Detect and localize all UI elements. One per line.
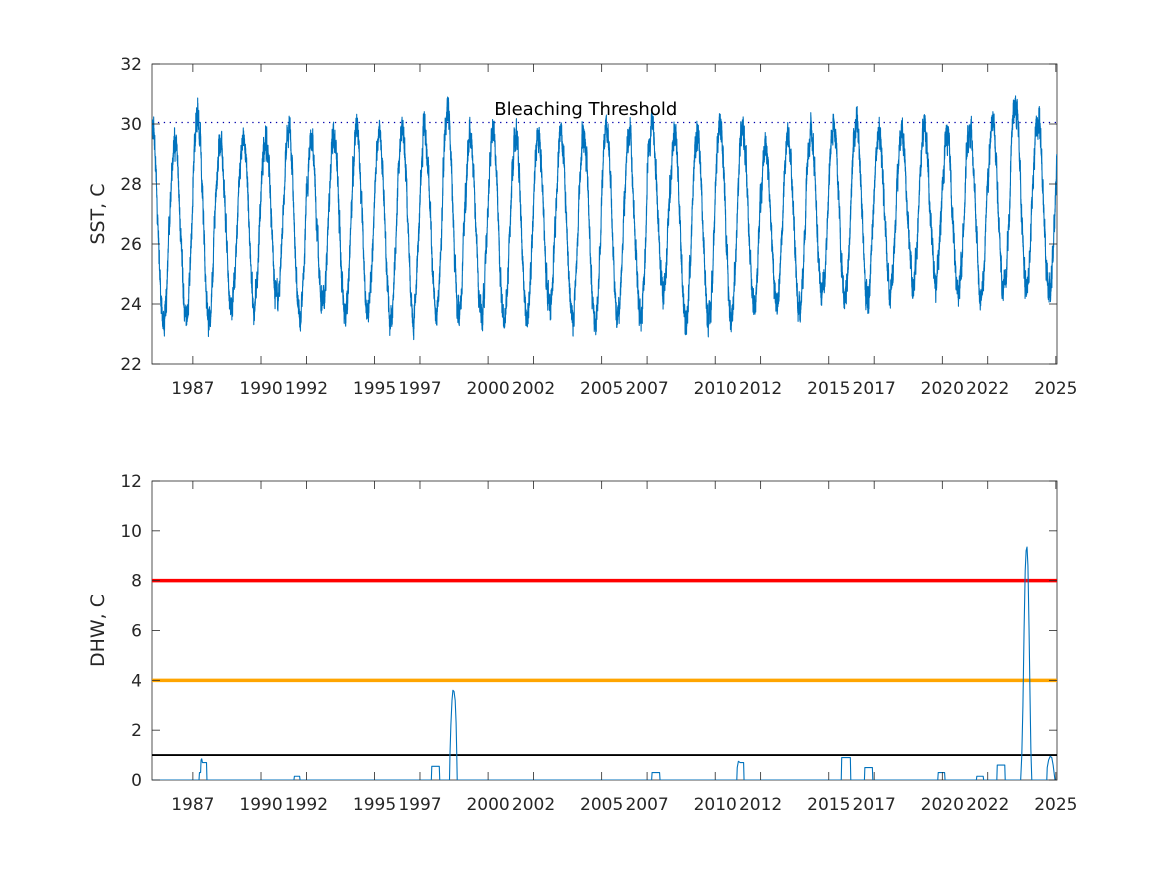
dhw-y-tick-label-1: 2	[131, 721, 142, 741]
sst-x-tick-label-0: 1987	[171, 379, 214, 399]
dhw-y-tick-label-4: 8	[131, 572, 142, 592]
sst-x-tick-label-10: 2012	[739, 379, 782, 399]
sst-x-tick-label-7: 2005	[580, 379, 623, 399]
dhw-x-tick-label-6: 2002	[512, 795, 555, 815]
dhw-x-tick-label-0: 1987	[171, 795, 214, 815]
dhw-y-tick-label-2: 4	[131, 671, 142, 691]
dhw-x-tick-label-10: 2012	[739, 795, 782, 815]
sst-y-axis-label: SST, C	[87, 183, 109, 244]
dhw-x-tick-label-11: 2015	[807, 795, 850, 815]
sst-annotation-0: Bleaching Threshold	[494, 99, 677, 120]
sst-subplot: Bleaching Threshold 1987 1990 1992 1995 1997…	[87, 55, 1077, 399]
sst-plot-area	[151, 63, 1058, 365]
sst-x-tick-label-14: 2022	[966, 379, 1009, 399]
sst-y-tick-label-2: 26	[120, 235, 142, 255]
dhw-x-tick-label-15: 2025	[1034, 795, 1077, 815]
dhw-x-tick-label-7: 2005	[580, 795, 623, 815]
sst-x-tick-label-11: 2015	[807, 379, 850, 399]
sst-x-tick-label-1: 1990	[239, 379, 282, 399]
sst-x-tick-label-5: 2000	[466, 379, 509, 399]
dhw-plot-area	[151, 480, 1058, 781]
dhw-x-tick-label-2: 1992	[285, 795, 328, 815]
dhw-series-line-0	[152, 546, 1057, 780]
dhw-x-tick-label-9: 2010	[694, 795, 737, 815]
sst-y-tick-label-4: 30	[120, 115, 142, 135]
sst-series-line-0	[152, 95, 1057, 341]
sst-x-tick-label-6: 2002	[512, 379, 555, 399]
sst-x-tick-label-15: 2025	[1034, 379, 1077, 399]
sst-y-tick-label-0: 22	[120, 355, 142, 375]
dhw-x-tick-label-14: 2022	[966, 795, 1009, 815]
sst-x-tick-label-4: 1997	[398, 379, 441, 399]
sst-x-tick-label-2: 1992	[285, 379, 328, 399]
dhw-x-tick-label-5: 2000	[466, 795, 509, 815]
sst-y-tick-label-1: 24	[120, 295, 142, 315]
sst-x-tick-label-12: 2017	[853, 379, 896, 399]
sst-y-tick-label-3: 28	[120, 175, 142, 195]
sst-x-tick-label-3: 1995	[353, 379, 396, 399]
dhw-x-tick-label-12: 2017	[853, 795, 896, 815]
dhw-x-tick-label-4: 1997	[398, 795, 441, 815]
dhw-subplot: 1987 1990 1992 1995 1997 2000 2002 2005 2007 2010…	[87, 472, 1077, 815]
dhw-x-tick-label-13: 2020	[921, 795, 964, 815]
dhw-y-tick-label-6: 12	[120, 472, 142, 492]
dhw-y-tick-label-3: 6	[131, 622, 142, 642]
dhw-x-tick-label-1: 1990	[239, 795, 282, 815]
dhw-y-tick-label-5: 10	[120, 522, 142, 542]
sst-x-tick-label-9: 2010	[694, 379, 737, 399]
sst-x-tick-label-13: 2020	[921, 379, 964, 399]
sst-y-tick-label-5: 32	[120, 55, 142, 75]
sst-x-tick-label-8: 2007	[625, 379, 668, 399]
dhw-x-tick-label-8: 2007	[625, 795, 668, 815]
dhw-y-tick-label-0: 0	[131, 771, 142, 791]
dhw-x-tick-label-3: 1995	[353, 795, 396, 815]
dhw-y-axis-label: DHW, C	[87, 594, 109, 667]
